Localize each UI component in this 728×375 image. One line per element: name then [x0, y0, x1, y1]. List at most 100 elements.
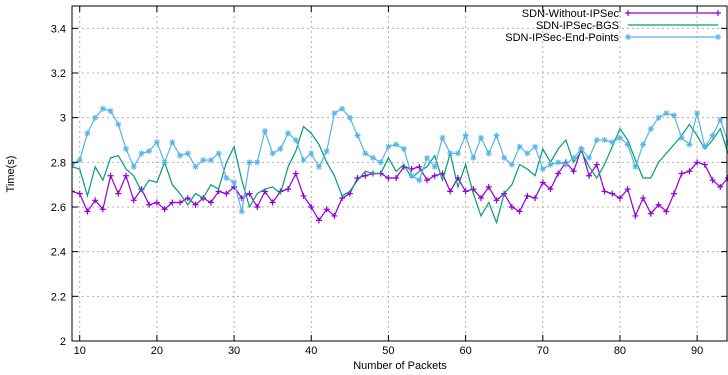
data-point — [377, 159, 384, 166]
data-point — [123, 172, 130, 179]
data-point — [578, 145, 585, 152]
data-point — [709, 177, 716, 184]
data-point — [715, 34, 721, 40]
data-point — [115, 190, 122, 197]
data-point — [246, 159, 253, 166]
data-point — [238, 208, 245, 215]
data-point — [285, 130, 292, 137]
data-point — [223, 190, 230, 197]
x-tick-label: 60 — [459, 345, 471, 357]
data-point — [562, 161, 569, 168]
data-point — [146, 148, 153, 155]
data-point — [547, 161, 554, 168]
data-point — [470, 154, 477, 161]
y-tick-label: 3.4 — [51, 23, 66, 35]
y-tick-label: 2 — [60, 336, 66, 348]
data-point — [616, 134, 623, 141]
data-point — [539, 179, 546, 186]
data-point — [277, 145, 284, 152]
data-point — [385, 143, 392, 150]
series-sdn-ipsec-bgs — [72, 123, 728, 225]
data-point — [485, 150, 492, 157]
data-point — [715, 10, 721, 16]
data-point — [493, 197, 500, 204]
y-tick-label: 3.2 — [51, 68, 66, 80]
data-point — [516, 208, 523, 215]
data-point — [447, 188, 454, 195]
data-point — [84, 208, 91, 215]
data-point — [640, 141, 647, 148]
data-point — [694, 110, 701, 117]
data-point — [547, 186, 554, 193]
data-point — [478, 195, 485, 202]
data-point — [292, 137, 299, 143]
data-point — [431, 163, 438, 170]
data-point — [586, 154, 593, 161]
data-point — [485, 183, 492, 190]
data-point — [701, 161, 708, 168]
data-point — [146, 201, 153, 208]
data-point — [308, 204, 315, 210]
data-point — [717, 116, 724, 123]
data-point — [647, 210, 654, 217]
plot-series — [72, 105, 728, 225]
data-point — [670, 190, 677, 197]
data-point — [323, 206, 330, 213]
data-point — [593, 137, 600, 143]
x-tick-label: 30 — [228, 345, 240, 357]
data-point — [462, 188, 469, 195]
data-point — [493, 132, 500, 139]
data-point — [431, 172, 438, 179]
data-point — [300, 192, 307, 199]
data-point — [670, 112, 677, 119]
data-point — [625, 34, 631, 40]
data-point — [663, 110, 670, 117]
data-point — [107, 107, 114, 114]
legend-label: SDN-Without-IPSec — [522, 8, 620, 20]
data-point — [92, 114, 99, 121]
data-point — [184, 150, 191, 157]
data-point — [315, 163, 322, 170]
x-tick-label: 40 — [305, 345, 317, 357]
data-point — [207, 199, 214, 206]
data-point — [215, 150, 222, 157]
data-point — [169, 199, 176, 206]
x-tick-label: 70 — [537, 345, 549, 357]
data-point — [694, 159, 701, 166]
data-point — [362, 150, 369, 157]
legend-label: SDN-IPSec-BGS — [536, 20, 619, 32]
data-point — [609, 139, 616, 146]
data-point — [601, 188, 608, 195]
data-point — [369, 154, 376, 161]
data-point — [99, 105, 106, 112]
data-point — [354, 132, 361, 139]
data-point — [632, 212, 639, 219]
data-point — [153, 199, 160, 206]
data-point — [169, 139, 176, 146]
data-point — [524, 150, 531, 157]
data-point — [130, 197, 137, 204]
y-tick-label: 3 — [60, 113, 66, 125]
data-point — [508, 161, 515, 168]
data-point — [323, 148, 330, 155]
series-line — [72, 123, 728, 225]
data-point — [632, 163, 639, 170]
data-point — [709, 132, 716, 139]
data-point — [92, 197, 99, 204]
data-point — [655, 201, 662, 208]
data-point — [200, 157, 207, 164]
data-point — [161, 206, 168, 213]
data-point — [269, 199, 276, 206]
data-point — [524, 192, 531, 199]
data-point — [686, 141, 693, 148]
data-point — [624, 141, 631, 148]
data-point — [285, 186, 292, 193]
data-point — [177, 152, 184, 159]
data-point — [393, 174, 400, 181]
data-point — [207, 157, 214, 164]
data-point — [555, 159, 562, 166]
data-point — [539, 166, 546, 173]
data-point — [601, 137, 608, 143]
data-point — [701, 143, 708, 150]
data-point — [424, 154, 431, 161]
